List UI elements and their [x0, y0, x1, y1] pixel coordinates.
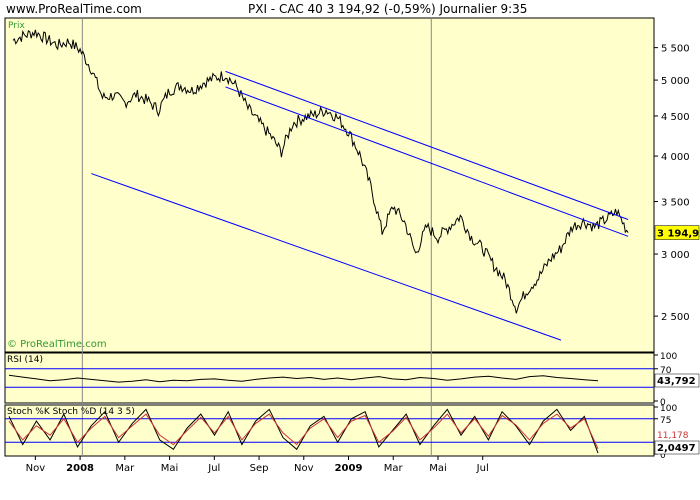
rsi-y-tick-label: 0: [660, 398, 666, 408]
channel-line: [225, 70, 629, 220]
rsi-panel: [4, 352, 655, 404]
stoch-y-tick-label: 0: [660, 451, 666, 461]
last-price-label: 3 194,92: [657, 229, 700, 240]
price-y-tick-label: 3 000: [661, 250, 690, 261]
rsi-y-tick-label: 70: [660, 366, 672, 376]
price-y-tick-label: 5 500: [661, 44, 690, 55]
price-series-line: [12, 29, 629, 314]
x-axis-label: Jul: [207, 463, 220, 474]
stoch-series-line: [8, 413, 599, 450]
x-axis-label: Nov: [26, 463, 46, 474]
stoch-k-last-label: 11,178: [657, 431, 689, 441]
stoch-d-last-box: [654, 440, 700, 455]
x-axis-label: Mar: [384, 463, 404, 474]
price-y-tick-label: 3 500: [661, 198, 690, 209]
price-y-tick-label: 2 500: [661, 312, 690, 323]
stoch-panel-label: Stoch %K Stoch %D (14 3 5): [7, 407, 135, 417]
x-axis-label: Sep: [250, 463, 269, 474]
rsi-last-box: [654, 373, 700, 388]
rsi-y-tick-label: 100: [660, 352, 677, 362]
x-axis-label: Nov: [294, 463, 314, 474]
stoch-d-last-label: 2,0497: [657, 443, 696, 454]
rsi-last-label: 43,792: [657, 376, 696, 387]
x-axis-label: Mai: [429, 463, 447, 474]
channel-line: [91, 173, 562, 341]
channel-line: [225, 86, 629, 237]
price-y-tick-label: 5 000: [661, 76, 690, 87]
price-panel: [4, 17, 655, 353]
x-axis-label: 2008: [66, 463, 94, 474]
price-y-tick-label: 4 000: [661, 152, 690, 163]
rsi-panel-label: RSI (14): [7, 355, 43, 365]
stoch-series-line: [8, 408, 599, 454]
watermark: © ProRealTime.com: [7, 339, 107, 350]
x-axis-label: Jul: [476, 463, 489, 474]
site-url[interactable]: www.ProRealTime.com: [6, 2, 142, 16]
chart-header-title: PXI - CAC 40 3 194,92 (-0,59%) Journalie…: [248, 2, 528, 16]
price-panel-label: Prix: [8, 21, 25, 31]
x-axis-label: Mar: [115, 463, 135, 474]
rsi-series-line: [8, 374, 599, 383]
last-price-box: [654, 225, 700, 240]
stoch-y-tick-label: 75: [660, 416, 671, 426]
x-axis-label: Mai: [161, 463, 179, 474]
x-axis-label: 2009: [335, 463, 363, 474]
price-y-tick-label: 4 500: [661, 112, 690, 123]
stoch-y-tick-label: 100: [660, 404, 677, 414]
